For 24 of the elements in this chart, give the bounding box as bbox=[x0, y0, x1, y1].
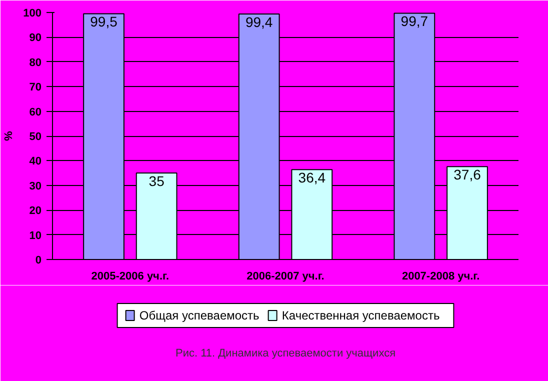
y-tick-label: 30 bbox=[29, 180, 42, 192]
y-tick-label: 60 bbox=[29, 106, 42, 118]
y-tick-label: 100 bbox=[23, 8, 42, 20]
data-label: 99,7 bbox=[400, 13, 428, 30]
x-tick-label: 2005-2006 уч.г. bbox=[91, 270, 170, 282]
y-tick-label: 0 bbox=[35, 254, 42, 266]
data-label: 37,6 bbox=[454, 166, 482, 183]
data-label: 35 bbox=[148, 173, 165, 190]
y-tick-label: 90 bbox=[29, 32, 42, 44]
x-tick-label: 2006-2007 уч.г. bbox=[246, 270, 324, 282]
y-tick-label: 40 bbox=[29, 156, 42, 168]
y-tick-label: 10 bbox=[29, 230, 42, 242]
data-label: 99,4 bbox=[245, 14, 273, 30]
text: Рис. 11. Динамика успеваемости учащихся bbox=[175, 348, 396, 360]
y-axis-title: % bbox=[3, 130, 16, 141]
y-tick-label: 20 bbox=[29, 205, 42, 218]
data-label: 99,5 bbox=[90, 14, 118, 30]
y-tick-label: 80 bbox=[29, 56, 42, 69]
legend-label: Общая успеваемость bbox=[139, 308, 260, 322]
y-tick-label: 50 bbox=[29, 131, 42, 143]
legend-label: Качественная успеваемость bbox=[282, 308, 440, 322]
y-tick-label: 70 bbox=[29, 82, 42, 94]
x-tick-label: 2007-2008 уч.г. bbox=[402, 270, 480, 282]
data-label: 36,4 bbox=[298, 170, 326, 186]
